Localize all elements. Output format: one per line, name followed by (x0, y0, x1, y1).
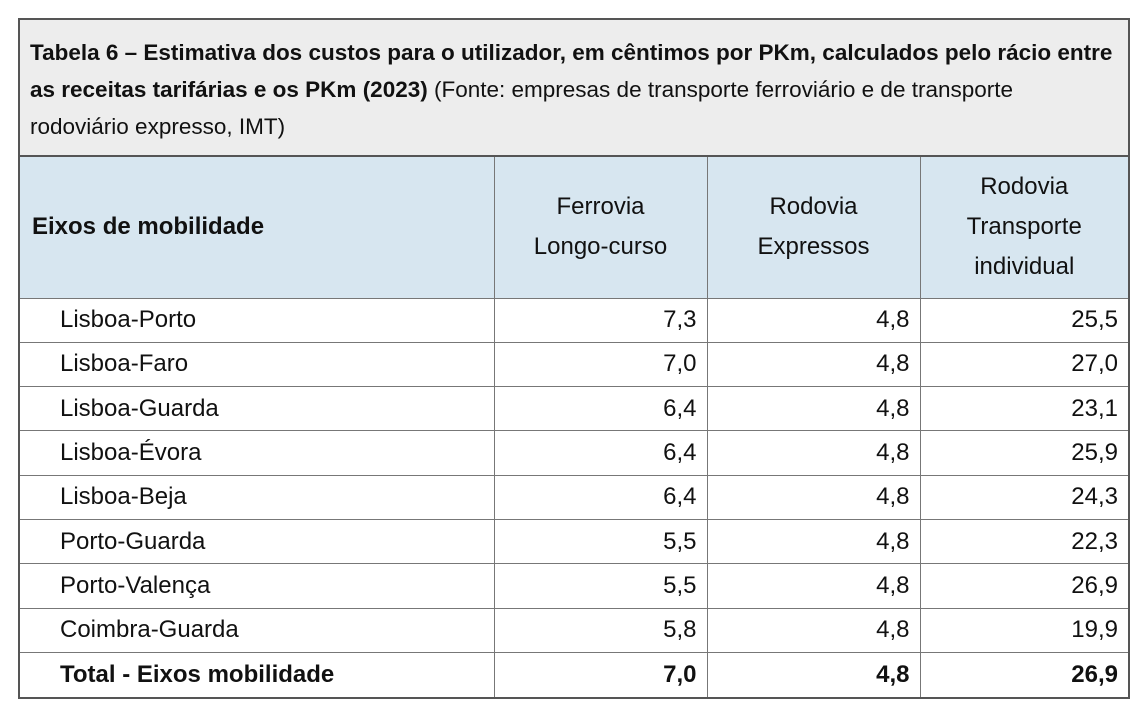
route-name: Lisboa-Faro (20, 342, 494, 388)
cost-table: Eixos de mobilidade Ferrovia Longo-curso … (20, 157, 1128, 697)
header-axes: Eixos de mobilidade (20, 157, 494, 299)
ferrovia-value: 5,5 (493, 519, 707, 565)
ferrovia-value: 7,0 (493, 342, 707, 388)
total-individual-value: 26,9 (919, 652, 1128, 697)
route-name: Lisboa-Beja (20, 475, 494, 520)
total-ferrovia-value: 7,0 (493, 652, 707, 697)
table-row: Lisboa-Porto 7,3 4,8 25,5 (20, 298, 1128, 343)
individual-value: 25,9 (919, 430, 1128, 476)
individual-value: 27,0 (919, 342, 1128, 388)
expressos-value: 4,8 (706, 563, 920, 609)
expressos-value: 4,8 (706, 430, 920, 476)
route-name: Lisboa-Porto (20, 298, 494, 343)
individual-value: 26,9 (919, 563, 1128, 609)
ferrovia-value: 5,5 (493, 563, 707, 609)
route-name: Coimbra-Guarda (20, 608, 494, 653)
table-row: Lisboa-Faro 7,0 4,8 27,0 (20, 342, 1128, 388)
header-row: Eixos de mobilidade Ferrovia Longo-curso … (20, 157, 1128, 299)
ferrovia-value: 7,3 (493, 298, 707, 343)
individual-value: 22,3 (919, 519, 1128, 565)
individual-value: 25,5 (919, 298, 1128, 343)
expressos-value: 4,8 (706, 386, 920, 432)
route-name: Porto-Valença (20, 563, 494, 609)
expressos-value: 4,8 (706, 519, 920, 565)
ferrovia-value: 6,4 (493, 475, 707, 520)
ferrovia-value: 6,4 (493, 430, 707, 476)
table-row: Porto-Guarda 5,5 4,8 22,3 (20, 519, 1128, 565)
table-row: Lisboa-Évora 6,4 4,8 25,9 (20, 430, 1128, 476)
caption-source: (Fonte: empresas de transporte ferroviár… (30, 77, 1014, 139)
table-row: Coimbra-Guarda 5,8 4,8 19,9 (20, 608, 1128, 653)
ferrovia-value: 6,4 (493, 386, 707, 432)
route-name: Lisboa-Guarda (20, 386, 494, 432)
route-name: Porto-Guarda (20, 519, 494, 565)
header-rodovia-expressos: Rodovia Expressos (706, 157, 920, 299)
individual-value: 19,9 (919, 608, 1128, 653)
individual-value: 23,1 (919, 386, 1128, 432)
table-row: Lisboa-Beja 6,4 4,8 24,3 (20, 475, 1128, 520)
expressos-value: 4,8 (706, 475, 920, 520)
header-rodovia-individual: Rodovia Transporte individual (919, 157, 1128, 299)
table-body: Lisboa-Porto 7,3 4,8 25,5 Lisboa-Faro 7,0 4,8 2… (20, 298, 1128, 697)
expressos-value: 4,8 (706, 608, 920, 653)
caption-title: Tabela 6 – Estimativa dos custos para o … (30, 40, 1113, 102)
ferrovia-value: 5,8 (493, 608, 707, 653)
route-name: Lisboa-Évora (20, 430, 494, 476)
expressos-value: 4,8 (706, 342, 920, 388)
table-row: Porto-Valença 5,5 4,8 26,9 (20, 563, 1128, 609)
expressos-value: 4,8 (706, 298, 920, 343)
total-route-name: Total - Eixos mobilidade (60, 660, 335, 688)
total-expressos-value: 4,8 (706, 652, 920, 697)
table-caption: Tabela 6 – Estimativa dos custos para o … (20, 20, 1128, 157)
total-row: Total - Eixos mobilidade 7,0 4,8 26,9 (20, 652, 1128, 697)
individual-value: 24,3 (919, 475, 1128, 520)
table-frame: Tabela 6 – Estimativa dos custos para o … (18, 18, 1130, 699)
header-ferrovia: Ferrovia Longo-curso (493, 157, 707, 299)
table-row: Lisboa-Guarda 6,4 4,8 23,1 (20, 386, 1128, 432)
